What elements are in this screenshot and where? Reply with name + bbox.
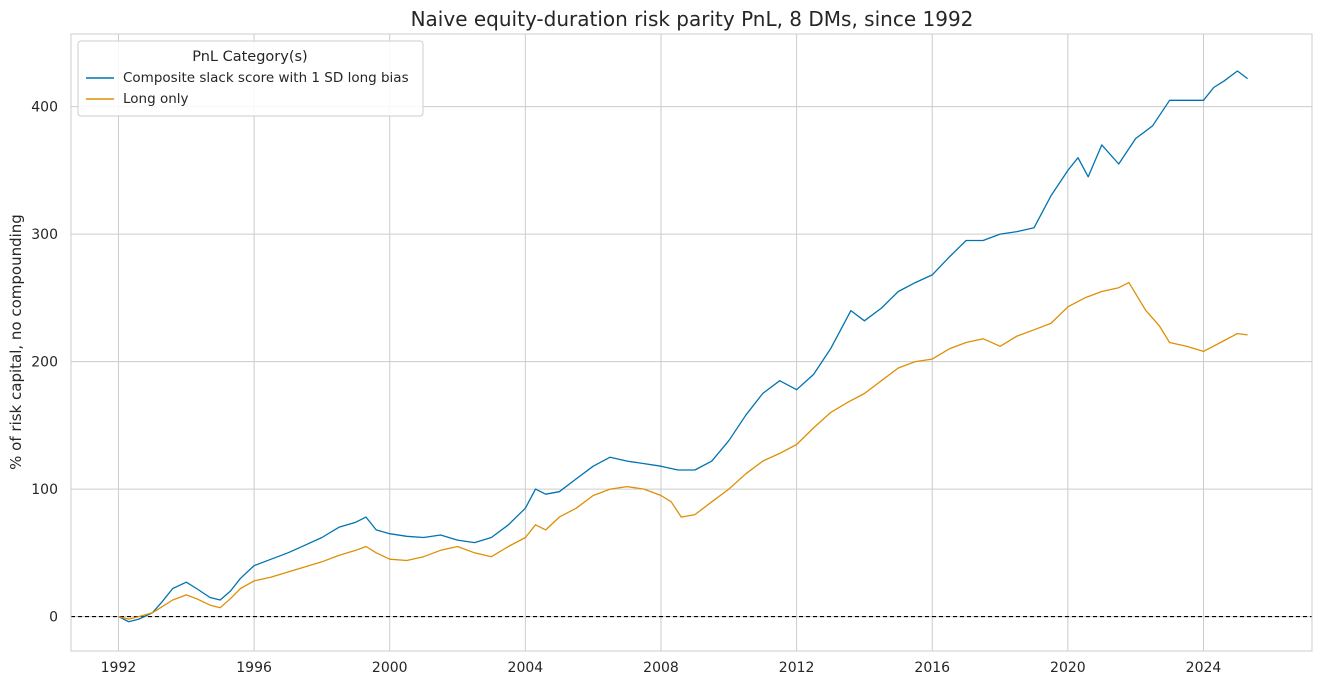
chart-title: Naive equity-duration risk parity PnL, 8…: [411, 7, 974, 31]
x-tick-label: 1992: [101, 660, 137, 676]
series-line-long-only: [118, 281, 1248, 620]
x-tick-label: 2008: [643, 660, 679, 676]
legend: PnL Category(s) Composite slack score wi…: [77, 40, 424, 117]
y-tick-label: 400: [31, 100, 58, 116]
plot-frame: [70, 33, 1313, 652]
x-tick-label: 2024: [1186, 660, 1222, 676]
series-line-composite: [118, 70, 1248, 623]
series-layer: [118, 70, 1248, 623]
y-axis-label: % of risk capital, no compounding: [7, 214, 25, 470]
x-tick-label: 2004: [508, 660, 544, 676]
y-tick-label: 300: [31, 227, 58, 243]
legend-label-composite: Composite slack score with 1 SD long bia…: [123, 70, 409, 86]
x-tick-labels: 1992 1996 2000 2004 2008 2012 2016 2020 2024: [101, 660, 1222, 676]
y-tick-label: 200: [31, 355, 58, 371]
legend-label-long-only: Long only: [123, 91, 189, 107]
legend-title: PnL Category(s): [192, 49, 307, 65]
legend-box: [77, 40, 424, 117]
x-tick-label: 2020: [1050, 660, 1086, 676]
y-tick-labels: 0 100 200 300 400: [31, 100, 58, 626]
x-tick-label: 2016: [914, 660, 950, 676]
y-tick-label: 100: [31, 482, 58, 498]
x-tick-label: 2012: [779, 660, 815, 676]
y-tick-label: 0: [49, 610, 58, 626]
x-tick-label: 1996: [236, 660, 272, 676]
x-tick-label: 2000: [372, 660, 408, 676]
grid-layer: [71, 34, 1312, 651]
